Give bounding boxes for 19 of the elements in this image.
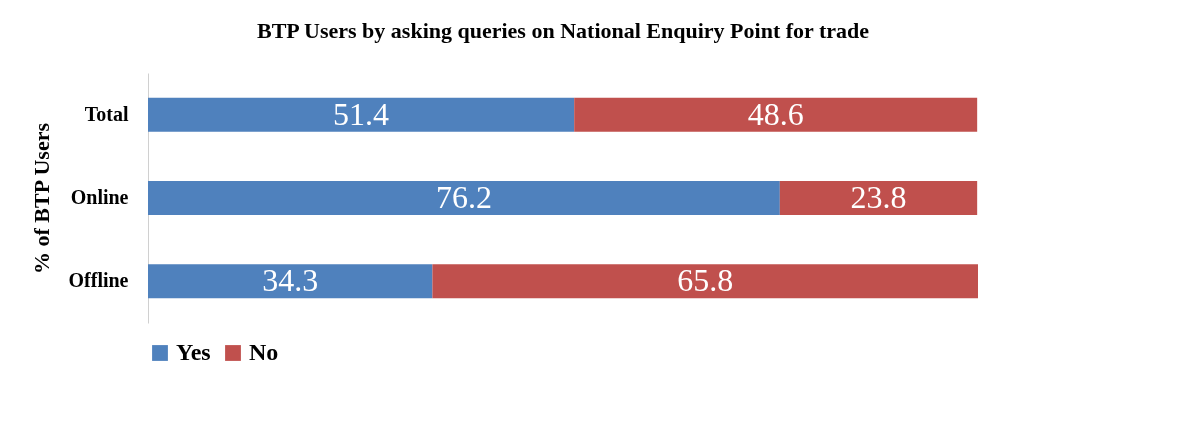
- bar: [148, 97, 575, 132]
- y-axis-title: % of BTP Users: [28, 122, 54, 274]
- bar: [432, 264, 978, 299]
- data-label: 51.4: [333, 95, 390, 132]
- y-tick-label: Online: [70, 186, 129, 208]
- y-tick-label: Total: [84, 102, 129, 125]
- data-label: 65.8: [677, 262, 734, 299]
- y-tick-label: Offline: [68, 269, 129, 292]
- bar: [148, 181, 780, 215]
- data-label: 34.3: [262, 262, 319, 299]
- bar: [148, 264, 433, 299]
- legend-label: No: [249, 339, 279, 365]
- bar: [779, 181, 978, 215]
- chart-title: BTP Users by asking queries on National Enquiry Point for trade: [257, 18, 870, 43]
- data-label: 76.2: [435, 179, 492, 215]
- data-label: 48.6: [747, 95, 804, 132]
- data-label: 23.8: [850, 179, 907, 215]
- bar: [574, 97, 978, 132]
- legend-label: Yes: [176, 339, 211, 365]
